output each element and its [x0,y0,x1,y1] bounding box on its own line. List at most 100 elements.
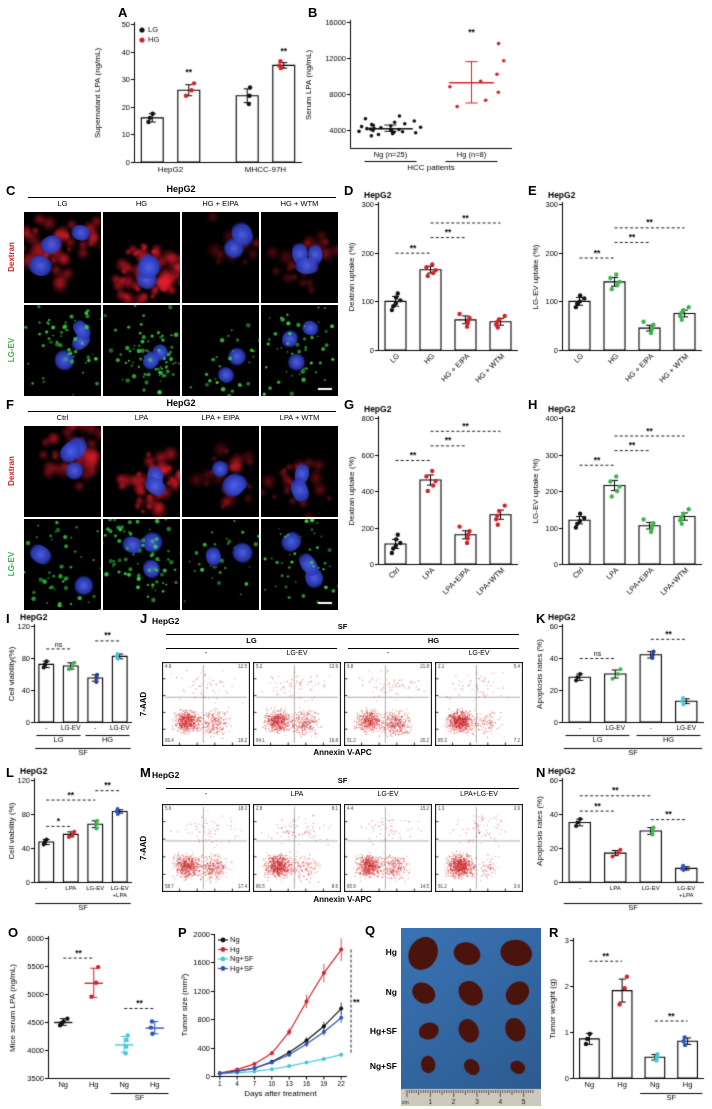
panel-f-title: HepG2 [166,398,196,408]
flow-plot [344,804,432,892]
panel-r: R [545,924,710,1108]
micro-cell [103,426,180,517]
flow-plot-label: LPA+LG-EV [460,791,498,798]
panel-c: C HepG2 LG HG HG + EIPA HG + WTM Dextran… [6,184,340,396]
micro-cell [261,519,338,610]
sf-line [166,788,519,789]
panel-q: Q Hg Ng Hg+SF Ng+SF [363,924,543,1108]
panel-e-chart [526,184,710,398]
micro-cell [24,426,101,517]
micro-cell [261,212,338,303]
panel-n: N [532,766,710,922]
flow-plot [162,662,250,746]
title-underline [28,197,336,198]
flow-plot-label: - [204,791,208,798]
flow-y-axis-label: 7-AAD [139,835,148,861]
panel-d: D [342,184,526,398]
panel-c-col-label: LG [57,199,68,208]
lgev-row-label: LG-EV [7,551,16,577]
micro-cell [182,305,259,396]
panel-o-chart [4,924,176,1108]
micro-cell [182,212,259,303]
panel-b: B [300,6,526,188]
panel-h: H [526,398,710,612]
panel-l-chart [4,766,136,922]
panel-j: J HepG2 SF LG HG - LG-EV - LG-EV 7-AAD A… [136,612,532,764]
flow-plot [162,804,250,892]
lg-line [166,648,337,649]
lgev-row-label: LG-EV [7,337,16,363]
tumor-group-label: Hg [385,947,397,957]
panel-p-chart [176,924,364,1108]
sf-line [166,634,519,635]
panel-b-chart [300,6,526,188]
flow-plot [253,804,341,892]
sf-condition-label: SF [337,776,348,785]
panel-c-col-label: HG [135,199,148,208]
flow-plot [344,662,432,746]
panel-j-title: HepG2 [152,616,180,626]
tumor-photo [401,928,541,1106]
panel-k-chart [532,612,710,764]
hg-group-label: HG [427,636,440,645]
flow-plot [253,662,341,746]
hg-line [348,648,519,649]
panel-f-col-label: Ctrl [56,413,69,422]
panel-c-title: HepG2 [166,184,196,194]
panel-d-chart [342,184,526,398]
panel-m: M HepG2 SF - LPA LG-EV LPA+LG-EV 7-AAD A… [136,766,532,922]
flow-plot-label: LPA [290,791,304,798]
micro-cell [182,426,259,517]
flow-x-axis-label: Annexin V-APC [313,748,372,757]
dextran-row-label: Dextran [7,242,16,272]
panel-e-letter: E [528,183,537,198]
title-underline [28,411,336,412]
panel-k-letter: K [536,611,546,626]
tumor-group-label: Ng [385,987,397,997]
panel-c-letter: C [6,183,16,198]
flow-plot-label: LG-EV [377,791,399,798]
panel-a-letter: A [118,5,128,20]
tumor-group-label: Hg+SF [369,1026,397,1036]
panel-b-letter: B [308,5,318,20]
panel-q-letter: Q [365,923,376,938]
flow-plot-label: LG-EV [468,650,490,657]
panel-j-letter: J [140,611,148,626]
panel-g-chart [342,398,526,612]
panel-a-chart [88,6,308,188]
lg-group-label: LG [246,636,257,645]
panel-f-col-label: LPA + WTM [279,413,320,422]
panel-n-chart [532,766,710,922]
panel-m-title: HepG2 [152,770,180,780]
panel-e: E [526,184,710,398]
micro-cell [24,305,101,396]
flow-plot [435,662,523,746]
panel-n-letter: N [536,765,546,780]
micro-cell [103,305,180,396]
sf-condition-label: SF [337,622,348,631]
panel-g-letter: G [344,397,355,412]
flow-plot-label: - [204,650,208,657]
panel-r-letter: R [549,925,559,940]
micro-cell [261,305,338,396]
panel-m-letter: M [140,765,151,780]
panel-l: L [4,766,136,922]
micro-cell [261,426,338,517]
panel-d-letter: D [344,183,354,198]
panel-p: P [176,924,364,1108]
flow-plot-label: - [386,650,390,657]
panel-f-letter: F [6,397,14,412]
panel-h-chart [526,398,710,612]
panel-c-col-label: HG + EIPA [202,199,239,208]
panel-i-chart [4,612,136,764]
panel-a: A [88,6,308,188]
panel-o-letter: O [8,925,19,940]
panel-i-letter: I [6,611,10,626]
flow-x-axis-label: Annexin V-APC [313,895,372,904]
micro-cell [103,519,180,610]
dextran-row-label: Dextran [7,456,16,486]
panel-k: K [532,612,710,764]
panel-p-letter: P [178,925,187,940]
panel-f: F HepG2 Ctrl LPA LPA + EIPA LPA + WTM De… [6,398,340,610]
